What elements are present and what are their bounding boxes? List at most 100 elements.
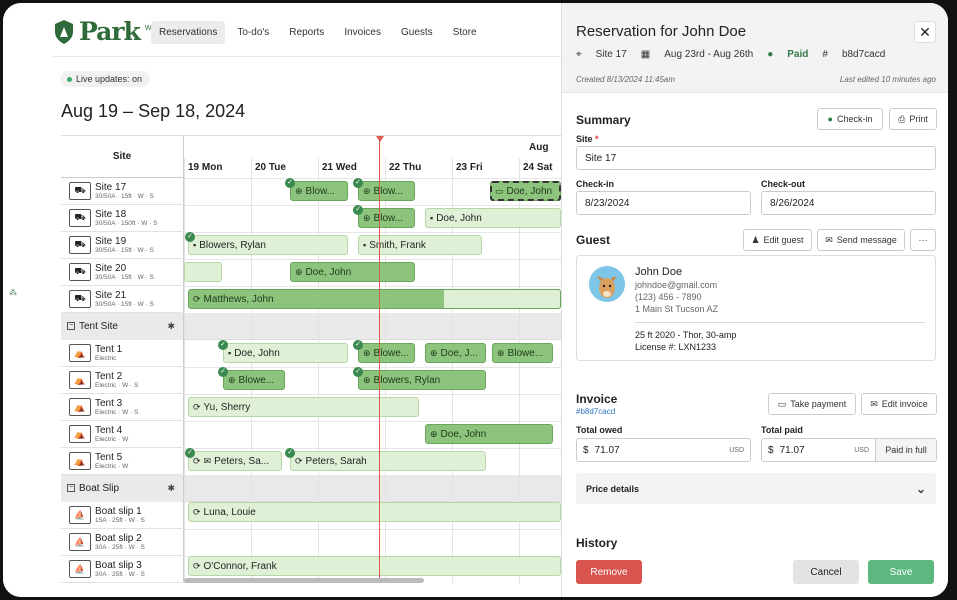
booking-bar[interactable]: ⊕ Blow...	[290, 181, 348, 201]
price-details-toggle[interactable]: Price details ⌄	[576, 473, 936, 504]
collapse-icon[interactable]: −	[67, 322, 75, 330]
paid-field[interactable]: $71.07 USD	[761, 438, 876, 462]
globe-icon: ⊕	[363, 212, 371, 223]
boat-row[interactable]: ⛵ Boat slip 3 30A · 25ft · W · S	[61, 556, 184, 583]
booking-bar[interactable]: ⊕ Blowe...	[358, 343, 415, 363]
site-details: Electric · W · S	[95, 408, 139, 416]
meta-hash: b8d7cacd	[841, 49, 886, 60]
checkin-input[interactable]: 8/23/2024	[576, 191, 751, 215]
site-row[interactable]: ⛟ Site 21 30/50A · 15ft · W · S	[61, 286, 184, 313]
invoice-link[interactable]: #b8d7cacd	[576, 407, 616, 416]
edit-guest-button[interactable]: ♟ Edit guest	[743, 229, 812, 251]
tent-row[interactable]: ⛺ Tent 1 Electric	[61, 340, 184, 367]
take-payment-button[interactable]: ▭ Take payment	[768, 393, 856, 415]
site-name: Tent 4	[95, 424, 123, 436]
site-details: 30A · 25ft · W · S	[95, 543, 145, 551]
meta-dates: Aug 23rd - Aug 26th	[664, 49, 754, 60]
guest-phone[interactable]: (123) 456 - 7890	[635, 292, 702, 302]
booking-bar[interactable]: ⟳ Luna, Louie	[188, 502, 561, 522]
nav-guests[interactable]: Guests	[401, 27, 433, 38]
edit-invoice-button[interactable]: ✉ Edit invoice	[861, 393, 937, 415]
boat-row[interactable]: ⛵ Boat slip 2 30A · 25ft · W · S	[61, 529, 184, 556]
collapse-icon[interactable]: −	[67, 484, 75, 492]
horizontal-scrollbar[interactable]	[184, 578, 424, 583]
gear-icon[interactable]: ✱	[167, 482, 175, 493]
site-row[interactable]: ⛟ Site 20 30/50A · 15ft · W · S	[61, 259, 184, 286]
nav-reports[interactable]: Reports	[289, 27, 325, 38]
tent-row[interactable]: ⛺ Tent 2 Electric · W · S	[61, 367, 184, 394]
nav-store[interactable]: Store	[452, 27, 477, 38]
send-message-button[interactable]: ✉ Send message	[817, 229, 905, 251]
nav-todos[interactable]: To-do's	[237, 27, 270, 38]
site-details: Electric · W	[95, 462, 129, 470]
booking-bar[interactable]: ⊕ Blowe...	[492, 343, 553, 363]
booking-bar[interactable]: ⊕ Blowers, Rylan	[358, 370, 486, 390]
checkin-label: Check-in	[576, 179, 615, 189]
boat-row[interactable]: ⛵ Boat slip 1 15A · 25ft · W · S	[61, 502, 184, 529]
checkout-input[interactable]: 8/26/2024	[761, 191, 936, 215]
site-row[interactable]: ⛟ Site 19 30/50A · 15ft · W · S	[61, 232, 184, 259]
checkout-label: Check-out	[761, 179, 806, 189]
save-button[interactable]: Save	[868, 560, 934, 584]
booking-bar[interactable]: ▪ Blowers, Rylan	[188, 235, 348, 255]
check-icon: ✓	[285, 178, 295, 188]
booking-bar[interactable]: ⟳ O'Connor, Frank	[188, 556, 561, 576]
header-divider	[53, 56, 561, 57]
group-label: Tent Site	[79, 320, 118, 332]
repeat-icon: ⟳	[193, 401, 201, 412]
booking-bar[interactable]: ⊕ Doe, John	[290, 262, 415, 282]
group-boat-slip[interactable]: − Boat Slip ✱	[61, 474, 561, 502]
nav-invoices[interactable]: Invoices	[344, 27, 381, 38]
booking-bar[interactable]: ⊕ Doe, J...	[425, 343, 486, 363]
reservation-meta: ⌖ Site 17 ▦ Aug 23rd - Aug 26th ● Paid # b8d…	[576, 49, 885, 60]
close-icon[interactable]: ✕	[914, 21, 936, 43]
booking-bar[interactable]	[184, 262, 222, 282]
site-name: Site 20	[95, 262, 127, 274]
doc-icon: ▪	[363, 240, 367, 250]
today-line	[379, 136, 380, 583]
gear-icon[interactable]: ✱	[167, 320, 175, 331]
created-text: Created 8/13/2024 11:45am	[576, 75, 676, 84]
booking-bar[interactable]: ⟳ Matthews, John	[188, 289, 561, 309]
remove-button[interactable]: Remove	[576, 560, 642, 584]
guest-email[interactable]: johndoe@gmail.com	[635, 280, 718, 290]
group-tent-site[interactable]: − Tent Site ✱	[61, 312, 561, 340]
booking-bar[interactable]: ⟳ ✉ Peters, Sa...	[188, 451, 282, 471]
paid-in-full-button[interactable]: Paid in full	[875, 438, 937, 462]
nav-reservations[interactable]: Reservations	[151, 21, 226, 44]
check-icon: ✓	[285, 448, 295, 458]
day-header: 22 Thu	[389, 162, 422, 173]
booking-bar[interactable]: ▪ Smith, Frank	[358, 235, 482, 255]
tent-row[interactable]: ⛺ Tent 5 Electric · W	[61, 448, 184, 475]
tent-row[interactable]: ⛺ Tent 3 Electric · W · S	[61, 394, 184, 421]
live-updates-badge[interactable]: Live updates: on	[60, 71, 151, 87]
print-button[interactable]: ⎙ Print	[889, 108, 937, 130]
mail-icon: ✉	[825, 234, 833, 245]
booking-bar[interactable]: ⊕ Doe, John	[425, 424, 553, 444]
booking-bar[interactable]: ⊕ Blow...	[358, 181, 415, 201]
more-button[interactable]: ···	[910, 229, 936, 251]
check-icon: ✓	[353, 178, 363, 188]
site-details: 30/50A · 15ft · W · S	[95, 300, 154, 308]
booking-bar-selected[interactable]: ▭ Doe, John	[490, 181, 561, 201]
tent-icon: ⛺	[69, 371, 91, 389]
tent-icon: ⛺	[69, 425, 91, 443]
checkin-button[interactable]: ● Check-in	[817, 108, 883, 130]
tent-icon: ⛺	[69, 398, 91, 416]
booking-bar[interactable]: ▪ Doe, John	[425, 208, 561, 228]
mail-icon: ✉	[203, 455, 212, 466]
booking-bar[interactable]: ⟳ Yu, Sherry	[188, 397, 419, 417]
booking-bar[interactable]: ▪ Doe, John	[223, 343, 348, 363]
card-icon: ▭	[495, 185, 504, 196]
booking-bar[interactable]: ⊕ Blow...	[358, 208, 415, 228]
site-details: 30/50A · 150ft · W · S	[95, 219, 158, 227]
cancel-button[interactable]: Cancel	[793, 560, 859, 584]
site-row[interactable]: ⛟ Site 17 30/50A · 15ft · W · S	[61, 178, 184, 205]
site-input[interactable]: Site 17	[576, 146, 936, 170]
booking-bar[interactable]: ⊕ Blowe...	[223, 370, 285, 390]
site-row[interactable]: ⛟ Site 18 30/50A · 150ft · W · S	[61, 205, 184, 232]
booking-bar[interactable]: ⟳ Peters, Sarah	[290, 451, 486, 471]
repeat-icon: ⟳	[193, 455, 201, 466]
tent-row[interactable]: ⛺ Tent 4 Electric · W	[61, 421, 184, 448]
owed-field[interactable]: $71.07 USD	[576, 438, 751, 462]
